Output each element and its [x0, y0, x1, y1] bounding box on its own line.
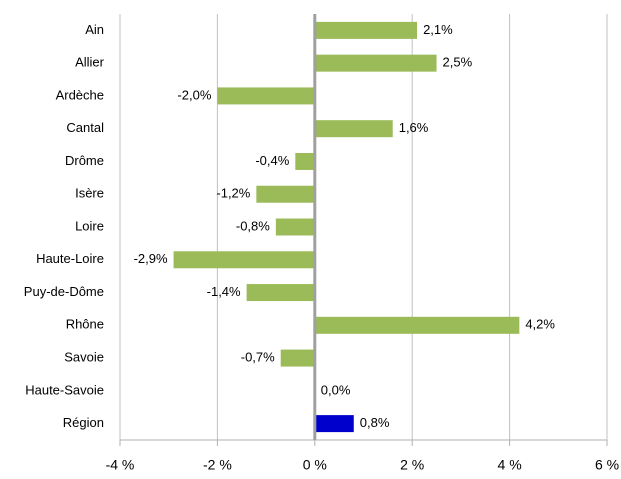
y-tick-label: Isère — [75, 186, 104, 201]
data-label: 4,2% — [525, 317, 555, 332]
data-label: -2,0% — [177, 87, 211, 102]
data-label: -0,7% — [241, 350, 275, 365]
data-label: -1,2% — [216, 186, 250, 201]
y-tick-label: Loire — [75, 218, 104, 233]
x-tick-label: -4 % — [106, 457, 135, 473]
y-tick-label: Ardèche — [56, 87, 104, 102]
data-label: -0,4% — [255, 153, 289, 168]
x-tick-label: 2 % — [400, 457, 424, 473]
bar — [275, 218, 315, 236]
y-tick-label: Haute-Loire — [36, 251, 104, 266]
y-tick-label: Drôme — [65, 153, 104, 168]
y-tick-label: Région — [63, 415, 104, 430]
y-tick-label: Cantal — [66, 120, 104, 135]
data-label: -2,9% — [134, 251, 168, 266]
y-tick-label: Puy-de-Dôme — [24, 284, 104, 299]
y-tick-label: Ain — [85, 22, 104, 37]
bar — [246, 284, 315, 302]
x-tick-label: 4 % — [498, 457, 522, 473]
x-tick-label: 0 % — [303, 457, 327, 473]
y-tick-label: Savoie — [64, 350, 104, 365]
y-tick-label: Allier — [75, 55, 105, 70]
x-tick-label: 6 % — [595, 457, 619, 473]
y-tick-label: Haute-Savoie — [25, 382, 104, 397]
data-label: 1,6% — [399, 120, 429, 135]
bar — [173, 251, 315, 269]
data-label: 0,0% — [321, 382, 351, 397]
data-label: -0,8% — [236, 218, 270, 233]
bar — [314, 415, 354, 433]
data-label: -1,4% — [207, 284, 241, 299]
data-label: 0,8% — [360, 415, 390, 430]
data-label: 2,1% — [423, 22, 453, 37]
bar — [280, 349, 315, 367]
data-label: 2,5% — [443, 55, 473, 70]
bar — [314, 21, 418, 39]
bar — [314, 120, 393, 138]
x-tick-label: -2 % — [203, 457, 232, 473]
bar — [256, 185, 315, 203]
bar — [314, 54, 437, 72]
bar — [314, 316, 520, 334]
bar — [217, 87, 315, 105]
y-tick-label: Rhône — [66, 317, 104, 332]
bar — [295, 152, 315, 170]
